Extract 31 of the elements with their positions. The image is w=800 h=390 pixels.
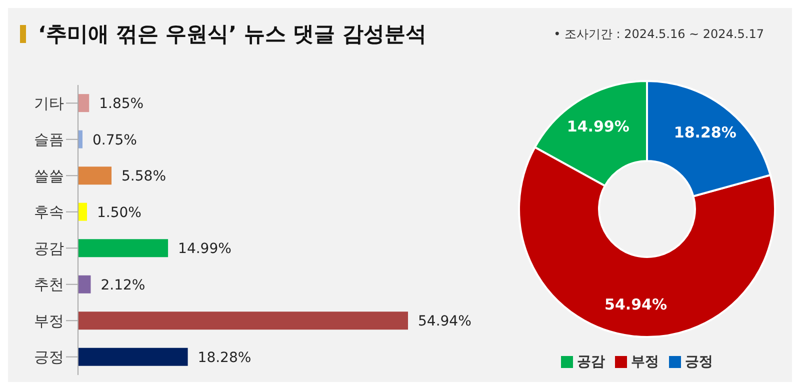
bar: [78, 202, 88, 221]
y-tick-label: 긍정: [34, 348, 64, 366]
y-tick-label: 기타: [34, 94, 64, 112]
text: • 조사기간 : 2024.5.16 ~ 2024.5.17: [554, 26, 764, 43]
data-label: 54.94%: [604, 295, 668, 314]
bar: [78, 239, 168, 258]
y-tick-label: 추천: [34, 276, 64, 294]
data-label: 1.85%: [99, 96, 144, 112]
bar: [78, 312, 408, 330]
data-label: 14.99%: [566, 117, 630, 136]
bar: [78, 275, 91, 294]
data-label: 18.28%: [198, 350, 252, 366]
y-tick-label: 부정: [34, 312, 64, 330]
data-label: 18.28%: [674, 124, 736, 142]
bar: [78, 166, 112, 185]
legend-label: 부정: [631, 354, 659, 370]
data-label: 1.50%: [97, 204, 142, 221]
data-label: 5.58%: [122, 168, 166, 185]
data-label: 0.75%: [92, 132, 137, 148]
chart-title: ‘추미애 꺾은 우원식’ 뉴스 댓글 감성분석: [38, 21, 427, 48]
data-label: 54.94%: [418, 314, 472, 330]
legend-label: 공감: [577, 354, 605, 370]
y-tick-label: 쓸쓸: [34, 166, 64, 185]
bar: [78, 348, 188, 366]
bar: [78, 94, 90, 112]
data-label: 2.12%: [100, 277, 146, 294]
data-label: 14.99%: [178, 241, 232, 258]
legend-label: 긍정: [685, 354, 713, 370]
y-tick-label: 후속: [34, 203, 64, 222]
y-tick-label: 공감: [34, 239, 64, 258]
y-tick-label: 슬픔: [34, 130, 64, 149]
